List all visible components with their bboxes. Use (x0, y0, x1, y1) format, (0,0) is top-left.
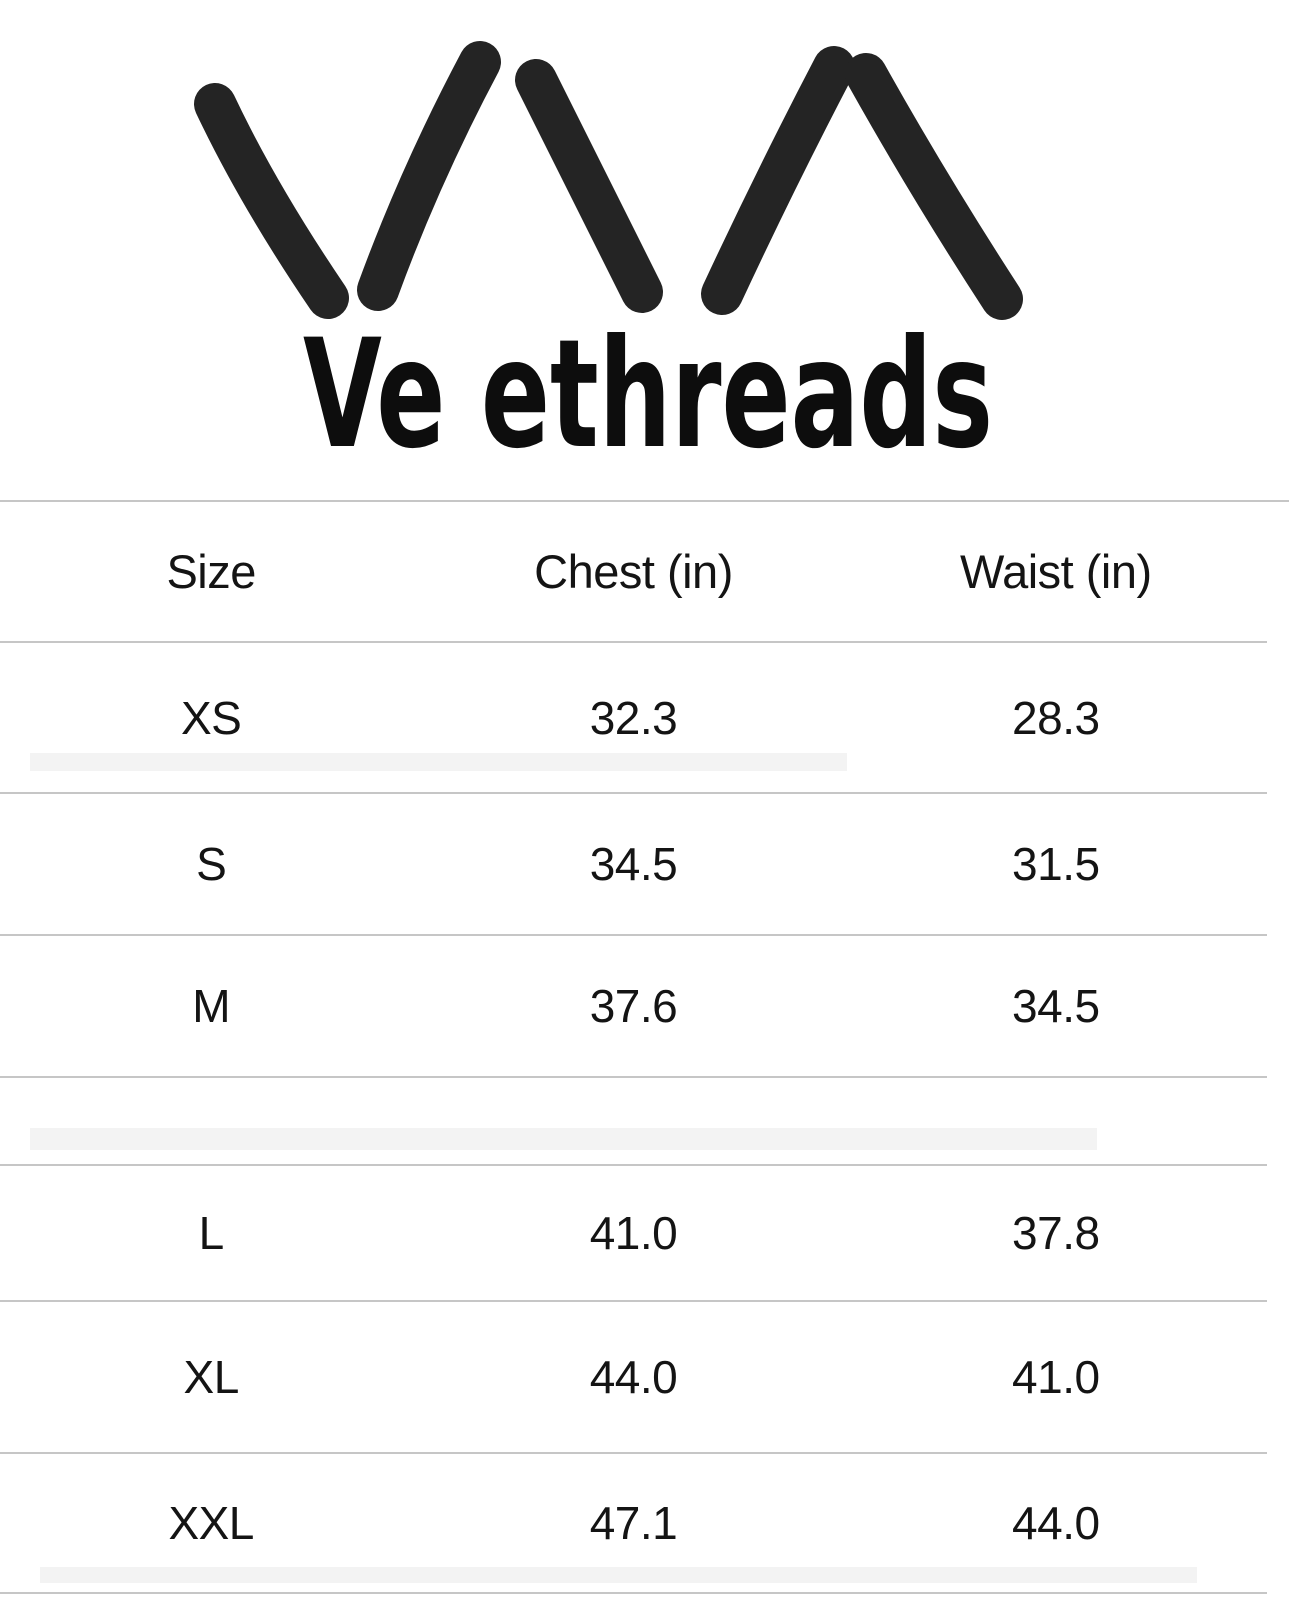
column-header-waist: Waist (in) (959, 545, 1152, 598)
chest-cell: 41.0 (589, 1207, 678, 1259)
size-chart-table: Size Chest (in) Waist (in) XS 32.3 28.3 … (0, 500, 1289, 1594)
size-cell: XS (180, 691, 242, 744)
size-cell: XXL (168, 1497, 254, 1549)
jpeg-artifact-band (30, 1127, 1097, 1150)
size-cell: L (198, 1207, 225, 1259)
logo-stroke-4 (701, 46, 855, 315)
size-cell: M (192, 980, 231, 1032)
waist-cell: 41.0 (1012, 1351, 1100, 1403)
chest-cell: 44.0 (589, 1351, 678, 1403)
chest-cell: 34.5 (589, 838, 678, 890)
logo-stroke-5 (845, 53, 1023, 320)
size-chart-header-row: Size Chest (in) Waist (in) (0, 502, 1267, 643)
chest-cell: 47.1 (589, 1497, 678, 1549)
brand-logo: Ve ethreads (194, 41, 1023, 482)
table-row-l: L 41.0 37.8 (0, 1166, 1267, 1302)
column-header-size: Size (166, 545, 256, 598)
table-row-empty (0, 1078, 1267, 1166)
table-row-m: M 37.6 34.5 (0, 936, 1267, 1078)
logo-stroke-2 (357, 41, 501, 311)
brand-header: Ve ethreads (0, 0, 1289, 500)
waist-cell: 34.5 (1012, 980, 1100, 1032)
table-row-xl: XL 44.0 41.0 (0, 1302, 1267, 1454)
column-header-chest: Chest (in) (534, 545, 733, 598)
logo-stroke-3 (515, 59, 663, 313)
table-row-xxl: XXL 47.1 44.0 (0, 1454, 1267, 1594)
logo-stroke-1 (194, 83, 349, 319)
waist-cell: 28.3 (1012, 691, 1100, 744)
waist-cell: 31.5 (1012, 838, 1100, 890)
waist-cell: 37.8 (1012, 1207, 1100, 1259)
size-cell: S (196, 838, 227, 890)
chest-cell: 37.6 (589, 980, 678, 1032)
table-row-s: S 34.5 31.5 (0, 794, 1267, 936)
chest-cell: 32.3 (589, 691, 678, 744)
brand-wordmark: Ve ethreads (303, 308, 993, 482)
waist-cell: 44.0 (1012, 1497, 1100, 1549)
jpeg-artifact-band (40, 1567, 1197, 1584)
jpeg-artifact-band (30, 753, 847, 772)
table-row-xs: XS 32.3 28.3 (0, 643, 1267, 794)
size-cell: XL (183, 1351, 240, 1403)
